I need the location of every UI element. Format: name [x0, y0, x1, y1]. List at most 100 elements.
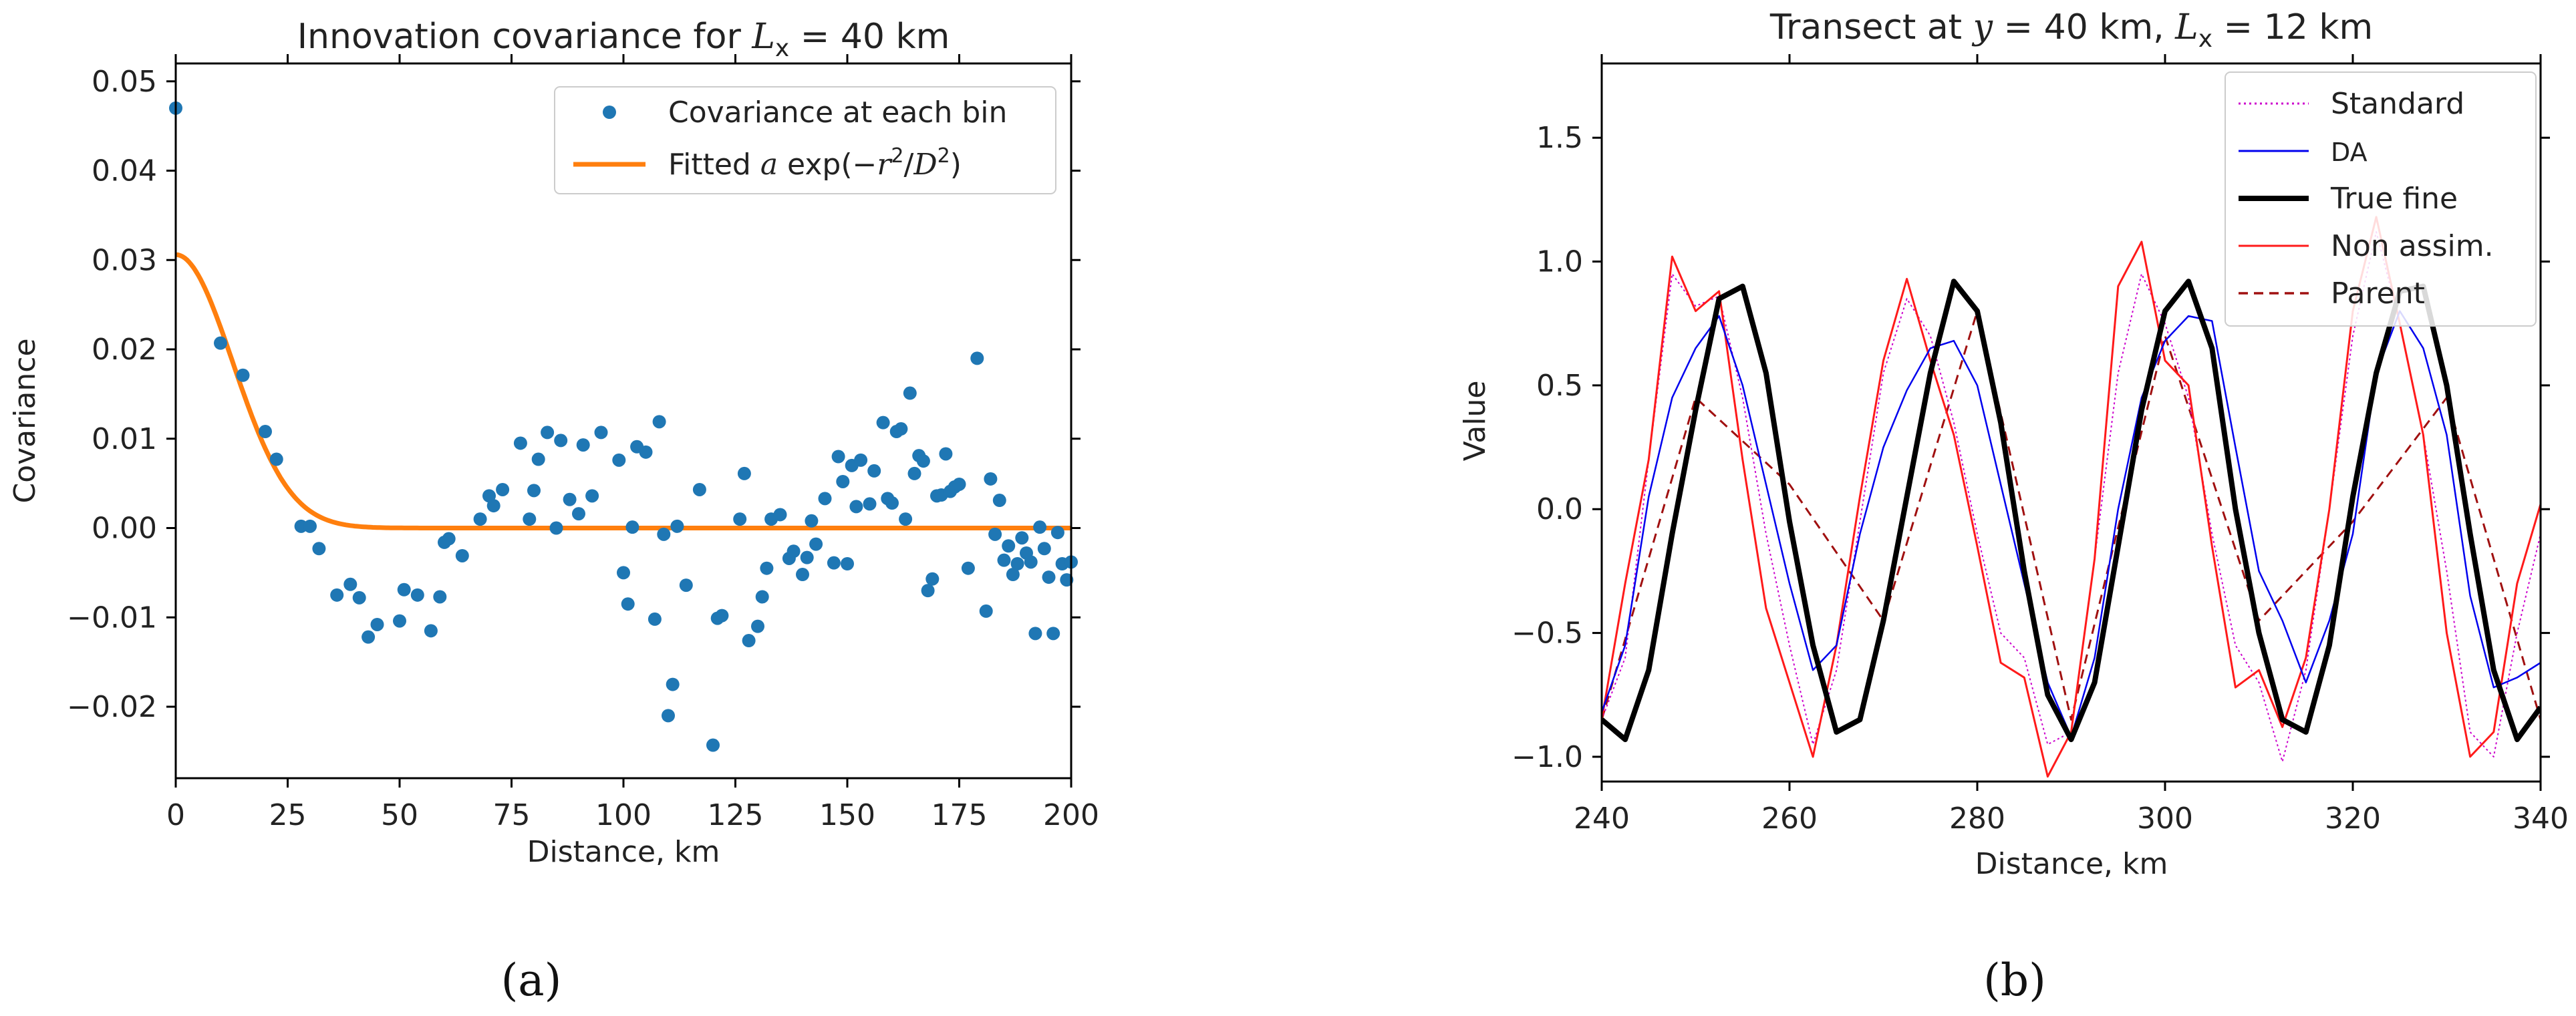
- scatter-point: [576, 438, 590, 452]
- scatter-point: [867, 464, 881, 478]
- scatter-point: [352, 590, 366, 605]
- x-tick-label: 0: [166, 798, 185, 832]
- scatter-point: [442, 532, 456, 546]
- scatter-point: [473, 512, 487, 526]
- panel-b-legend: Standard DA True fine Non assim. Parent: [2225, 71, 2537, 327]
- scatter-point: [1010, 557, 1024, 570]
- scatter-point: [1028, 627, 1042, 641]
- legend-label-true-fine: True fine: [2330, 182, 2458, 216]
- scatter-point: [370, 617, 384, 631]
- scatter-point: [527, 484, 541, 498]
- x-tick-label: 25: [269, 798, 307, 832]
- panel-b-title: Transect at y = 40 km, Lx = 12 km: [1769, 7, 2373, 53]
- scatter-point: [854, 453, 868, 467]
- x-tick-label: 175: [932, 798, 988, 832]
- y-tick-label: 0.5: [1536, 369, 1583, 403]
- scatter-point: [549, 521, 563, 535]
- panel-a-axes-frame: [174, 62, 1072, 780]
- scatter-point: [236, 368, 250, 382]
- scatter-point: [1046, 627, 1060, 641]
- y-tick-label: 1.5: [1536, 121, 1583, 155]
- scatter-point: [1060, 573, 1074, 587]
- scatter-point: [997, 553, 1011, 567]
- x-tick-label: 100: [595, 798, 652, 832]
- scatter-point: [916, 454, 930, 468]
- panel-b-ticks: 240 260 280 300 320 340 −1.0 −0.5 0.0 0.5 1.0 1.5: [1512, 54, 2569, 836]
- scatter-point: [805, 514, 819, 528]
- fitted-curve: [175, 252, 1071, 530]
- panel-a-title: Innovation covariance for Lx = 40 km: [297, 17, 950, 62]
- panel-a-legend-box: [554, 86, 1056, 194]
- y-tick-label: 0.01: [92, 422, 157, 456]
- y-tick-label: 0.05: [92, 65, 157, 99]
- legend-label-covariance: Covariance at each bin: [668, 96, 1007, 130]
- panel-b-plot-area: [1602, 216, 2541, 778]
- panel-b-y-axis-label: Value: [1458, 381, 1492, 462]
- x-tick-label: 280: [1949, 802, 2005, 836]
- x-tick-label: 260: [1761, 802, 1818, 836]
- x-tick-label: 150: [819, 798, 875, 832]
- scatter-point: [312, 542, 326, 556]
- scatter-point: [831, 450, 845, 464]
- scatter-point: [863, 497, 877, 511]
- scatter-point: [786, 544, 801, 558]
- scatter-point: [760, 561, 774, 575]
- scatter-point: [827, 556, 841, 570]
- panel-a-y-axis-label: Covariance: [8, 338, 42, 503]
- legend-marker-covariance: [603, 106, 616, 119]
- scatter-point: [563, 492, 577, 506]
- scatter-point: [214, 336, 227, 350]
- x-tick-label: 50: [381, 798, 418, 832]
- scatter-point: [433, 590, 447, 604]
- scatter-point: [841, 557, 854, 570]
- scatter-point: [330, 588, 344, 602]
- scatter-point: [1037, 542, 1051, 556]
- panel-b-transect-chart: 240 260 280 300 320 340 −1.0 −0.5 0.0 0.5 1.0 1.5 T…: [1458, 7, 2569, 1006]
- x-tick-label: 125: [708, 798, 764, 832]
- scatter-point: [455, 548, 469, 562]
- scatter-point: [692, 482, 706, 496]
- scatter-point: [343, 577, 357, 591]
- scatter-point: [737, 466, 751, 480]
- scatter-point: [594, 426, 608, 440]
- x-tick-label: 75: [493, 798, 531, 832]
- scatter-point: [903, 386, 917, 400]
- scatter-point: [531, 452, 545, 466]
- y-tick-label: 0.00: [92, 512, 157, 546]
- x-tick-label: 340: [2513, 802, 2569, 836]
- x-tick-label: 240: [1574, 802, 1630, 836]
- scatter-point: [992, 494, 1006, 508]
- scatter-point: [648, 612, 662, 626]
- scatter-point: [849, 500, 863, 514]
- scatter-point: [939, 447, 953, 461]
- scatter-point: [612, 453, 626, 467]
- y-tick-label: −0.01: [67, 601, 157, 635]
- scatter-point: [921, 584, 935, 598]
- scatter-point: [979, 604, 993, 618]
- scatter-point: [970, 351, 984, 365]
- x-tick-label: 200: [1043, 798, 1099, 832]
- scatter-point: [666, 677, 680, 691]
- scatter-point: [617, 566, 630, 580]
- legend-label-da: DA: [2331, 138, 2368, 167]
- scatter-point: [269, 452, 283, 466]
- panel-b-x-axis-label: Distance, km: [1975, 847, 2168, 881]
- scatter-point: [952, 477, 966, 491]
- y-tick-label: −1.0: [1512, 740, 1583, 774]
- scatter-point: [679, 578, 693, 592]
- scatter-point: [259, 425, 272, 439]
- scatter-point: [876, 415, 890, 430]
- scatter-point: [513, 436, 527, 450]
- scatter-point: [1050, 526, 1064, 540]
- scatter-point: [1042, 570, 1056, 584]
- scatter-point: [715, 609, 729, 623]
- scatter-point: [894, 422, 908, 436]
- scatter-point: [988, 527, 1002, 541]
- scatter-point: [1002, 539, 1016, 553]
- scatter-point: [652, 415, 666, 429]
- scatter-point: [899, 512, 913, 526]
- scatter-point: [706, 738, 720, 752]
- scatter-point: [572, 507, 585, 521]
- scatter-point: [410, 588, 424, 602]
